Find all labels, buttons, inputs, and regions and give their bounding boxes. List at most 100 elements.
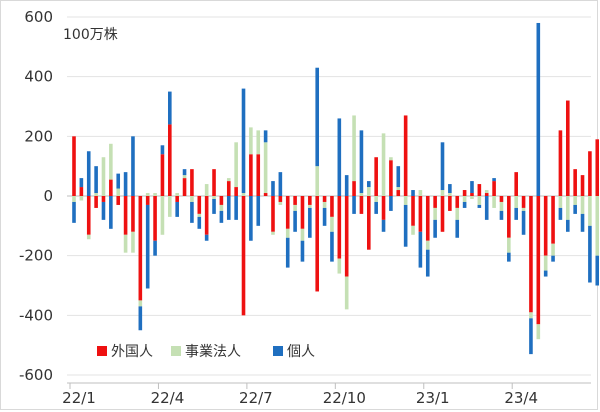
- bar-series-1: [153, 196, 157, 241]
- bar-series-2: [72, 196, 76, 202]
- legend-label: 個人: [287, 344, 315, 360]
- bar-series-1: [182, 178, 187, 196]
- bar-series-1: [565, 100, 570, 196]
- bar-series-1: [72, 136, 76, 196]
- bar-series-3: [477, 204, 482, 208]
- x-tick-label: 22/1: [62, 389, 96, 407]
- bar-series-3: [484, 196, 489, 220]
- bar-series-3: [521, 210, 526, 235]
- bar-series-1: [308, 196, 312, 205]
- bar-series-3: [381, 219, 386, 232]
- bar-series-2: [204, 184, 209, 196]
- bar-series-3: [263, 130, 268, 143]
- bar-series-1: [462, 190, 467, 196]
- bar-series-3: [389, 196, 393, 211]
- bar-series-2: [101, 157, 106, 196]
- bar-series-3: [507, 252, 511, 262]
- bar-series-3: [86, 151, 91, 196]
- bar-series-3: [109, 196, 113, 229]
- bar-series-2: [448, 193, 452, 196]
- x-tick-label: 22/7: [239, 389, 273, 407]
- bar-series-2: [499, 201, 504, 211]
- bar-series-3: [197, 216, 202, 229]
- bar-series-2: [455, 207, 460, 220]
- bar-series-3: [315, 67, 320, 167]
- bar-series-2: [168, 196, 172, 217]
- bar-series-3: [72, 201, 76, 223]
- bar-series-3: [138, 306, 143, 331]
- bar-series-1: [521, 196, 526, 208]
- bar-series-3: [455, 219, 460, 238]
- bar-series-1: [101, 196, 106, 202]
- y-tick-label: 200: [24, 127, 53, 145]
- bar-series-1: [131, 196, 135, 232]
- y-tick-label: 400: [24, 68, 53, 86]
- bar-series-2: [418, 190, 423, 196]
- bar-series-3: [300, 240, 305, 262]
- bar-series-3: [271, 181, 275, 196]
- bar-series-3: [330, 231, 334, 262]
- bar-series-2: [403, 196, 408, 205]
- bar-series-2: [374, 196, 378, 202]
- bar-series-2: [477, 196, 482, 205]
- bar-series-3: [175, 201, 179, 217]
- bar-series-1: [168, 124, 172, 196]
- bar-series-2: [492, 196, 496, 208]
- bar-series-1: [79, 187, 84, 196]
- bar-series-1: [484, 193, 489, 196]
- bar-series-1: [580, 175, 585, 196]
- bar-series-3: [499, 210, 504, 220]
- bar-series-3: [337, 118, 342, 196]
- bar-series-1: [145, 196, 150, 205]
- bar-series-2: [315, 166, 320, 196]
- bar-series-1: [226, 181, 231, 196]
- bar-series-2: [359, 193, 364, 196]
- bar-series-3: [425, 249, 430, 277]
- bar-series-1: [492, 181, 496, 196]
- bar-series-2: [212, 196, 216, 199]
- bar-series-1: [352, 181, 356, 196]
- bar-series-3: [322, 207, 327, 226]
- bar-series-1: [595, 139, 599, 196]
- bars: [72, 22, 599, 355]
- bar-series-2: [536, 324, 541, 340]
- bar-series-1: [212, 169, 216, 196]
- bar-series-1: [573, 169, 577, 196]
- bar-series-2: [109, 143, 113, 180]
- legend-label: 外国人: [111, 344, 153, 360]
- bar-series-2: [558, 196, 563, 208]
- bar-series-1: [499, 196, 504, 202]
- bar-series-2: [470, 196, 474, 199]
- bar-series-3: [308, 207, 312, 238]
- bar-series-2: [595, 196, 599, 256]
- bar-series-3: [492, 178, 496, 182]
- x-axis: 22/1 22/4 22/7 22/10 23/1 23/4: [62, 382, 591, 407]
- bar-series-1: [94, 196, 98, 208]
- bar-series-2: [190, 196, 194, 202]
- bar-series-2: [322, 201, 327, 208]
- bar-series-3: [190, 201, 194, 223]
- bar-series-3: [94, 166, 98, 194]
- bar-series-2: [484, 190, 489, 194]
- bar-series-2: [160, 196, 165, 235]
- bar-series-2: [116, 188, 121, 196]
- bar-series-2: [145, 193, 150, 196]
- bar-series-2: [293, 204, 297, 211]
- bar-series-2: [529, 312, 533, 319]
- bar-series-1: [359, 196, 364, 214]
- bar-series-3: [580, 213, 585, 232]
- bar-series-3: [249, 196, 253, 241]
- bar-series-3: [293, 210, 297, 232]
- bar-series-1: [337, 196, 342, 259]
- y-tick-label: 600: [24, 8, 53, 26]
- bar-series-3: [543, 270, 548, 277]
- bar-series-3: [565, 219, 570, 232]
- bar-series-3: [529, 318, 533, 355]
- x-tick-label: 22/10: [323, 389, 366, 407]
- y-tick-label: -200: [19, 247, 53, 265]
- x-tick-label: 23/1: [416, 389, 450, 407]
- bar-series-1: [138, 196, 143, 301]
- bar-series-2: [234, 142, 238, 188]
- bar-series-2: [249, 127, 253, 155]
